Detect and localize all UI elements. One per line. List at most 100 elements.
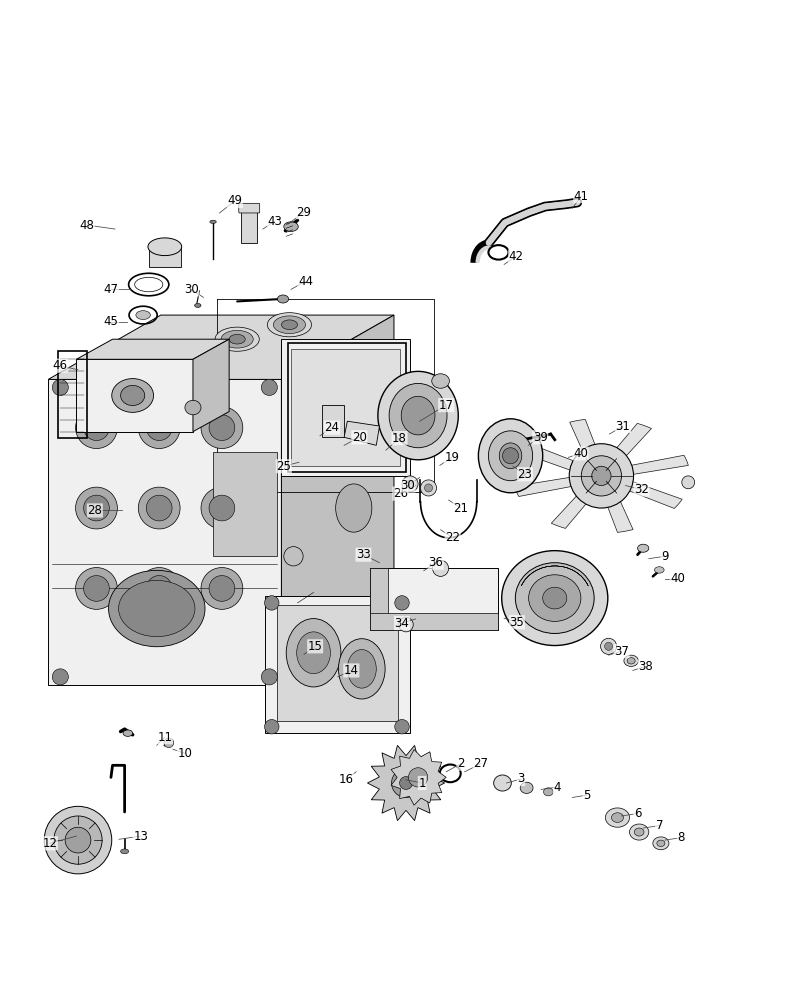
Polygon shape <box>569 419 601 464</box>
Ellipse shape <box>634 828 643 836</box>
Circle shape <box>84 415 109 441</box>
Ellipse shape <box>654 567 663 573</box>
Bar <box>369 613 498 630</box>
Polygon shape <box>48 379 281 685</box>
Bar <box>277 605 397 721</box>
Circle shape <box>591 466 610 486</box>
Ellipse shape <box>136 311 150 320</box>
Circle shape <box>604 642 612 650</box>
Text: 30: 30 <box>400 479 414 492</box>
Circle shape <box>84 495 109 521</box>
Circle shape <box>75 407 117 449</box>
Circle shape <box>84 576 109 601</box>
Text: 13: 13 <box>133 830 148 843</box>
Polygon shape <box>76 339 229 359</box>
Text: 32: 32 <box>634 483 648 496</box>
Text: 5: 5 <box>582 789 590 802</box>
Ellipse shape <box>120 849 128 854</box>
Polygon shape <box>514 476 582 496</box>
Text: 10: 10 <box>177 747 192 760</box>
Bar <box>369 568 387 630</box>
Polygon shape <box>369 568 498 630</box>
Polygon shape <box>520 443 585 473</box>
Circle shape <box>581 456 621 496</box>
Polygon shape <box>367 745 444 821</box>
Ellipse shape <box>194 303 201 307</box>
Ellipse shape <box>543 788 552 796</box>
FancyBboxPatch shape <box>238 203 259 213</box>
Polygon shape <box>48 315 393 379</box>
Text: 40: 40 <box>573 447 587 460</box>
Circle shape <box>394 596 409 610</box>
Ellipse shape <box>215 327 259 351</box>
Text: 40: 40 <box>670 572 684 585</box>
Circle shape <box>138 568 180 609</box>
Circle shape <box>394 719 409 734</box>
Text: 2: 2 <box>456 757 464 770</box>
Circle shape <box>264 596 279 610</box>
Ellipse shape <box>338 639 385 699</box>
Ellipse shape <box>281 320 297 330</box>
Ellipse shape <box>389 383 446 448</box>
Text: 44: 44 <box>298 275 312 288</box>
Ellipse shape <box>637 544 648 552</box>
Circle shape <box>54 816 102 864</box>
Text: 38: 38 <box>638 660 652 673</box>
Circle shape <box>75 487 117 529</box>
Ellipse shape <box>148 238 181 256</box>
Text: 49: 49 <box>227 194 242 207</box>
Text: 26: 26 <box>393 487 407 500</box>
Circle shape <box>146 495 172 521</box>
Bar <box>149 247 181 267</box>
Text: 41: 41 <box>573 190 588 203</box>
Text: 42: 42 <box>508 250 523 263</box>
Ellipse shape <box>120 385 145 406</box>
Ellipse shape <box>112 379 153 412</box>
Circle shape <box>399 777 412 789</box>
Text: 43: 43 <box>267 215 282 228</box>
Ellipse shape <box>210 220 216 223</box>
Polygon shape <box>619 455 687 476</box>
Ellipse shape <box>277 295 288 303</box>
Ellipse shape <box>347 650 376 688</box>
Text: 35: 35 <box>509 616 524 629</box>
Text: 48: 48 <box>79 219 94 232</box>
Circle shape <box>75 568 117 609</box>
Text: 7: 7 <box>654 819 662 832</box>
Ellipse shape <box>520 782 532 793</box>
Text: 19: 19 <box>444 451 459 464</box>
Text: 39: 39 <box>532 431 547 444</box>
Ellipse shape <box>296 632 330 674</box>
Circle shape <box>261 669 277 685</box>
Ellipse shape <box>478 419 542 493</box>
Circle shape <box>146 576 172 601</box>
Polygon shape <box>76 359 193 432</box>
Circle shape <box>164 738 173 748</box>
Ellipse shape <box>123 730 132 736</box>
Circle shape <box>209 415 234 441</box>
Text: 46: 46 <box>53 359 67 372</box>
Text: 47: 47 <box>104 283 118 296</box>
Circle shape <box>201 487 243 529</box>
Circle shape <box>283 547 303 566</box>
Text: 14: 14 <box>344 664 358 677</box>
Ellipse shape <box>528 575 580 621</box>
Ellipse shape <box>221 330 253 348</box>
Polygon shape <box>601 488 632 532</box>
Text: 9: 9 <box>660 550 668 563</box>
Bar <box>291 349 400 466</box>
Text: 6: 6 <box>633 807 641 820</box>
Circle shape <box>209 576 234 601</box>
Circle shape <box>201 407 243 449</box>
Text: 16: 16 <box>338 773 353 786</box>
Polygon shape <box>321 405 344 437</box>
Circle shape <box>138 487 180 529</box>
Text: 28: 28 <box>88 504 102 517</box>
Circle shape <box>52 669 68 685</box>
Text: 23: 23 <box>517 468 532 481</box>
Text: 3: 3 <box>516 772 524 785</box>
Text: 34: 34 <box>394 617 409 630</box>
Ellipse shape <box>487 431 532 481</box>
Polygon shape <box>193 339 229 432</box>
Circle shape <box>52 379 68 395</box>
